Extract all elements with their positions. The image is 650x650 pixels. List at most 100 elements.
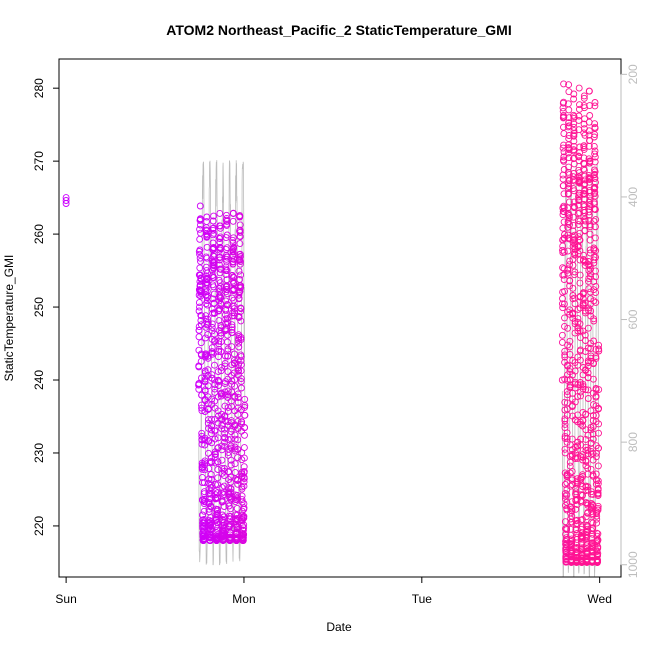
chart-title: ATOM2 Northeast_Pacific_2 StaticTemperat… xyxy=(166,22,511,38)
data-point xyxy=(221,413,229,421)
data-point xyxy=(567,525,575,533)
data-point xyxy=(579,471,587,479)
data-point xyxy=(240,512,248,520)
data-point xyxy=(216,279,224,287)
data-point xyxy=(574,221,582,229)
data-point xyxy=(579,289,587,297)
data-point xyxy=(575,233,583,241)
data-point xyxy=(215,378,223,386)
data-point xyxy=(563,491,571,499)
data-point xyxy=(208,415,216,423)
y-axis: 220 230 240 250 260 270 280 xyxy=(32,78,60,536)
data-point xyxy=(564,247,572,255)
data-point xyxy=(236,212,244,220)
data-point xyxy=(237,282,245,290)
data-point xyxy=(584,483,592,491)
data-point xyxy=(585,211,593,219)
data-point xyxy=(197,292,205,300)
data-point xyxy=(208,348,216,356)
data-point xyxy=(62,197,70,204)
data-point xyxy=(218,456,226,464)
data-point xyxy=(579,327,587,335)
data-point xyxy=(235,343,243,351)
data-point xyxy=(196,303,203,311)
data-point xyxy=(570,127,578,135)
data-point xyxy=(594,462,602,470)
data-point xyxy=(583,553,591,561)
data-point xyxy=(561,489,569,497)
data-point xyxy=(594,502,602,510)
data-point xyxy=(591,192,599,200)
data-point xyxy=(592,273,600,281)
data-point xyxy=(201,436,209,444)
data-point xyxy=(231,460,239,468)
data-point xyxy=(581,131,589,139)
data-point xyxy=(581,217,589,225)
data-point xyxy=(594,489,602,497)
data-point xyxy=(579,483,586,490)
data-point xyxy=(216,222,224,230)
data-point xyxy=(566,257,574,265)
data-point xyxy=(560,80,568,88)
data-point xyxy=(207,495,215,502)
data-point xyxy=(559,224,567,232)
data-point xyxy=(560,235,568,243)
data-point xyxy=(224,436,232,444)
y-axis-label: StaticTemperature_GMI xyxy=(2,255,16,382)
data-point xyxy=(231,445,239,453)
data-point xyxy=(576,236,584,244)
data-point xyxy=(585,127,593,135)
data-point xyxy=(585,277,592,285)
data-point xyxy=(204,315,212,323)
data-point xyxy=(574,442,582,450)
data-point xyxy=(237,361,245,369)
data-point xyxy=(561,351,569,359)
data-point xyxy=(200,479,208,487)
data-point xyxy=(221,360,229,367)
data-point xyxy=(591,120,599,128)
data-point xyxy=(214,444,222,452)
data-point xyxy=(565,119,573,127)
data-point xyxy=(565,154,573,162)
data-point xyxy=(231,498,239,506)
data-point xyxy=(216,291,223,299)
data-point xyxy=(593,515,601,523)
data-point xyxy=(576,356,584,364)
data-point xyxy=(586,174,594,182)
data-point xyxy=(577,498,585,506)
y-tick-label: 280 xyxy=(32,78,46,98)
data-point xyxy=(587,307,595,315)
data-point xyxy=(579,491,586,499)
data-point xyxy=(224,375,232,383)
data-point xyxy=(589,501,597,509)
y-tick-label: 220 xyxy=(32,516,46,536)
data-point xyxy=(228,326,236,334)
data-point xyxy=(214,494,222,502)
data-point xyxy=(224,418,232,425)
data-point xyxy=(591,158,599,166)
data-point xyxy=(579,417,587,425)
data-point xyxy=(591,99,599,106)
data-point xyxy=(234,477,242,484)
data-point xyxy=(561,449,569,457)
data-point xyxy=(594,506,602,514)
data-point xyxy=(221,429,229,437)
data-point xyxy=(594,480,602,488)
data-point xyxy=(582,435,590,443)
data-point xyxy=(592,354,600,362)
y2-tick-label: 400 xyxy=(626,187,640,207)
data-point xyxy=(209,217,217,225)
data-point xyxy=(560,113,568,121)
data-point xyxy=(220,467,228,475)
data-point xyxy=(241,431,248,439)
data-point xyxy=(237,308,244,316)
data-point xyxy=(586,112,594,119)
data-point xyxy=(230,243,238,251)
data-point xyxy=(214,506,221,513)
data-point xyxy=(196,264,204,272)
data-point xyxy=(234,436,242,444)
y-tick-label: 230 xyxy=(32,443,46,463)
data-point xyxy=(207,459,215,466)
data-point xyxy=(592,412,600,419)
data-point xyxy=(204,318,212,326)
